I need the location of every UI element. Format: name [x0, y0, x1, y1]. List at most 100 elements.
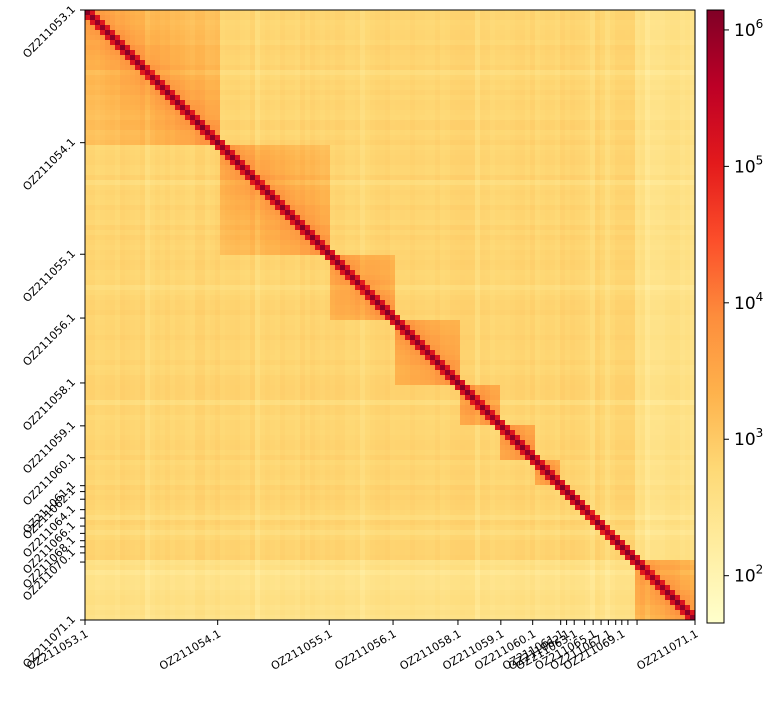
heatmap-cell	[470, 65, 476, 71]
heatmap-cell	[250, 200, 256, 206]
heatmap-cell	[430, 35, 436, 41]
heatmap-cell	[580, 70, 586, 76]
heatmap-cell	[115, 205, 121, 211]
heatmap-cell	[180, 125, 186, 131]
heatmap-cell	[285, 35, 291, 41]
heatmap-cell	[460, 205, 466, 211]
heatmap-cell	[120, 175, 126, 181]
heatmap-cell	[210, 115, 216, 121]
heatmap-cell	[580, 95, 586, 101]
heatmap-cell	[145, 160, 151, 166]
heatmap-cell	[145, 55, 151, 61]
heatmap-cell	[160, 25, 166, 31]
heatmap-cell	[390, 30, 396, 36]
heatmap-cell	[665, 65, 671, 71]
heatmap-cell	[360, 50, 366, 56]
heatmap-cell	[690, 160, 696, 166]
heatmap-cell	[685, 180, 691, 186]
heatmap-cell	[470, 100, 476, 106]
heatmap-cell	[470, 95, 476, 101]
heatmap-cell	[530, 140, 536, 146]
heatmap-cell	[480, 35, 486, 41]
heatmap-cell	[220, 80, 226, 86]
heatmap-cell	[220, 140, 226, 146]
heatmap-cell	[660, 205, 666, 211]
heatmap-cell	[530, 130, 536, 136]
heatmap-cell	[590, 115, 596, 121]
heatmap-cell	[265, 145, 271, 151]
heatmap-cell	[95, 90, 101, 96]
heatmap-cell	[100, 65, 106, 71]
heatmap-cell	[565, 90, 571, 96]
heatmap-cell	[530, 50, 536, 56]
heatmap-cell	[235, 100, 241, 106]
heatmap-cell	[295, 110, 301, 116]
heatmap-cell	[335, 175, 341, 181]
heatmap-cell	[255, 25, 261, 31]
heatmap-cell	[90, 195, 96, 201]
heatmap-cell	[420, 165, 426, 171]
heatmap-cell	[500, 210, 506, 216]
heatmap-cell	[350, 155, 356, 161]
heatmap-cell	[110, 70, 116, 76]
heatmap-cell	[410, 20, 416, 26]
heatmap-cell	[680, 125, 686, 131]
heatmap-cell	[520, 75, 526, 81]
heatmap-cell	[345, 60, 351, 66]
heatmap-cell	[535, 25, 541, 31]
heatmap-cell	[675, 65, 681, 71]
heatmap-cell	[510, 80, 516, 86]
heatmap-cell	[120, 165, 126, 171]
heatmap-cell	[650, 20, 656, 26]
heatmap-cell	[530, 170, 536, 176]
heatmap-cell	[420, 105, 426, 111]
heatmap-cell	[440, 125, 446, 131]
heatmap-cell	[425, 100, 431, 106]
heatmap-cell	[325, 200, 331, 206]
heatmap-cell	[345, 45, 351, 51]
heatmap-cell	[170, 150, 176, 156]
heatmap-cell	[275, 15, 281, 21]
heatmap-cell	[420, 10, 426, 16]
heatmap-cell	[450, 175, 456, 181]
heatmap-cell	[365, 65, 371, 71]
heatmap-cell	[355, 145, 361, 151]
heatmap-cell	[595, 140, 601, 146]
heatmap-cell	[450, 15, 456, 21]
heatmap-cell	[465, 70, 471, 76]
heatmap-cell	[505, 155, 511, 161]
heatmap-cell	[430, 65, 436, 71]
heatmap-cell	[625, 180, 631, 186]
heatmap-cell	[390, 175, 396, 181]
heatmap-cell	[540, 185, 546, 191]
heatmap-cell	[205, 60, 211, 66]
heatmap-cell	[365, 10, 371, 16]
heatmap-cell	[620, 85, 626, 91]
heatmap-cell	[445, 150, 451, 156]
heatmap-cell	[650, 175, 656, 181]
heatmap-cell	[625, 100, 631, 106]
heatmap-cell	[325, 185, 331, 191]
heatmap-cell	[150, 105, 156, 111]
heatmap-cell	[365, 100, 371, 106]
heatmap-cell	[675, 140, 681, 146]
heatmap-cell	[490, 10, 496, 16]
heatmap-cell	[420, 55, 426, 61]
heatmap-cell	[265, 45, 271, 51]
heatmap-cell	[220, 85, 226, 91]
heatmap-cell	[565, 45, 571, 51]
heatmap-cell	[370, 70, 376, 76]
heatmap-cell	[220, 195, 226, 201]
heatmap-cell	[515, 185, 521, 191]
heatmap-cell	[540, 80, 546, 86]
heatmap-cell	[660, 190, 666, 196]
heatmap-cell	[355, 210, 361, 216]
heatmap-cell	[460, 65, 466, 71]
heatmap-cell	[105, 95, 111, 101]
heatmap-cell	[435, 95, 441, 101]
heatmap-cell	[265, 40, 271, 46]
heatmap-cell	[430, 210, 436, 216]
heatmap-cell	[135, 75, 141, 81]
heatmap-cell	[285, 115, 291, 121]
heatmap-cell	[475, 195, 481, 201]
